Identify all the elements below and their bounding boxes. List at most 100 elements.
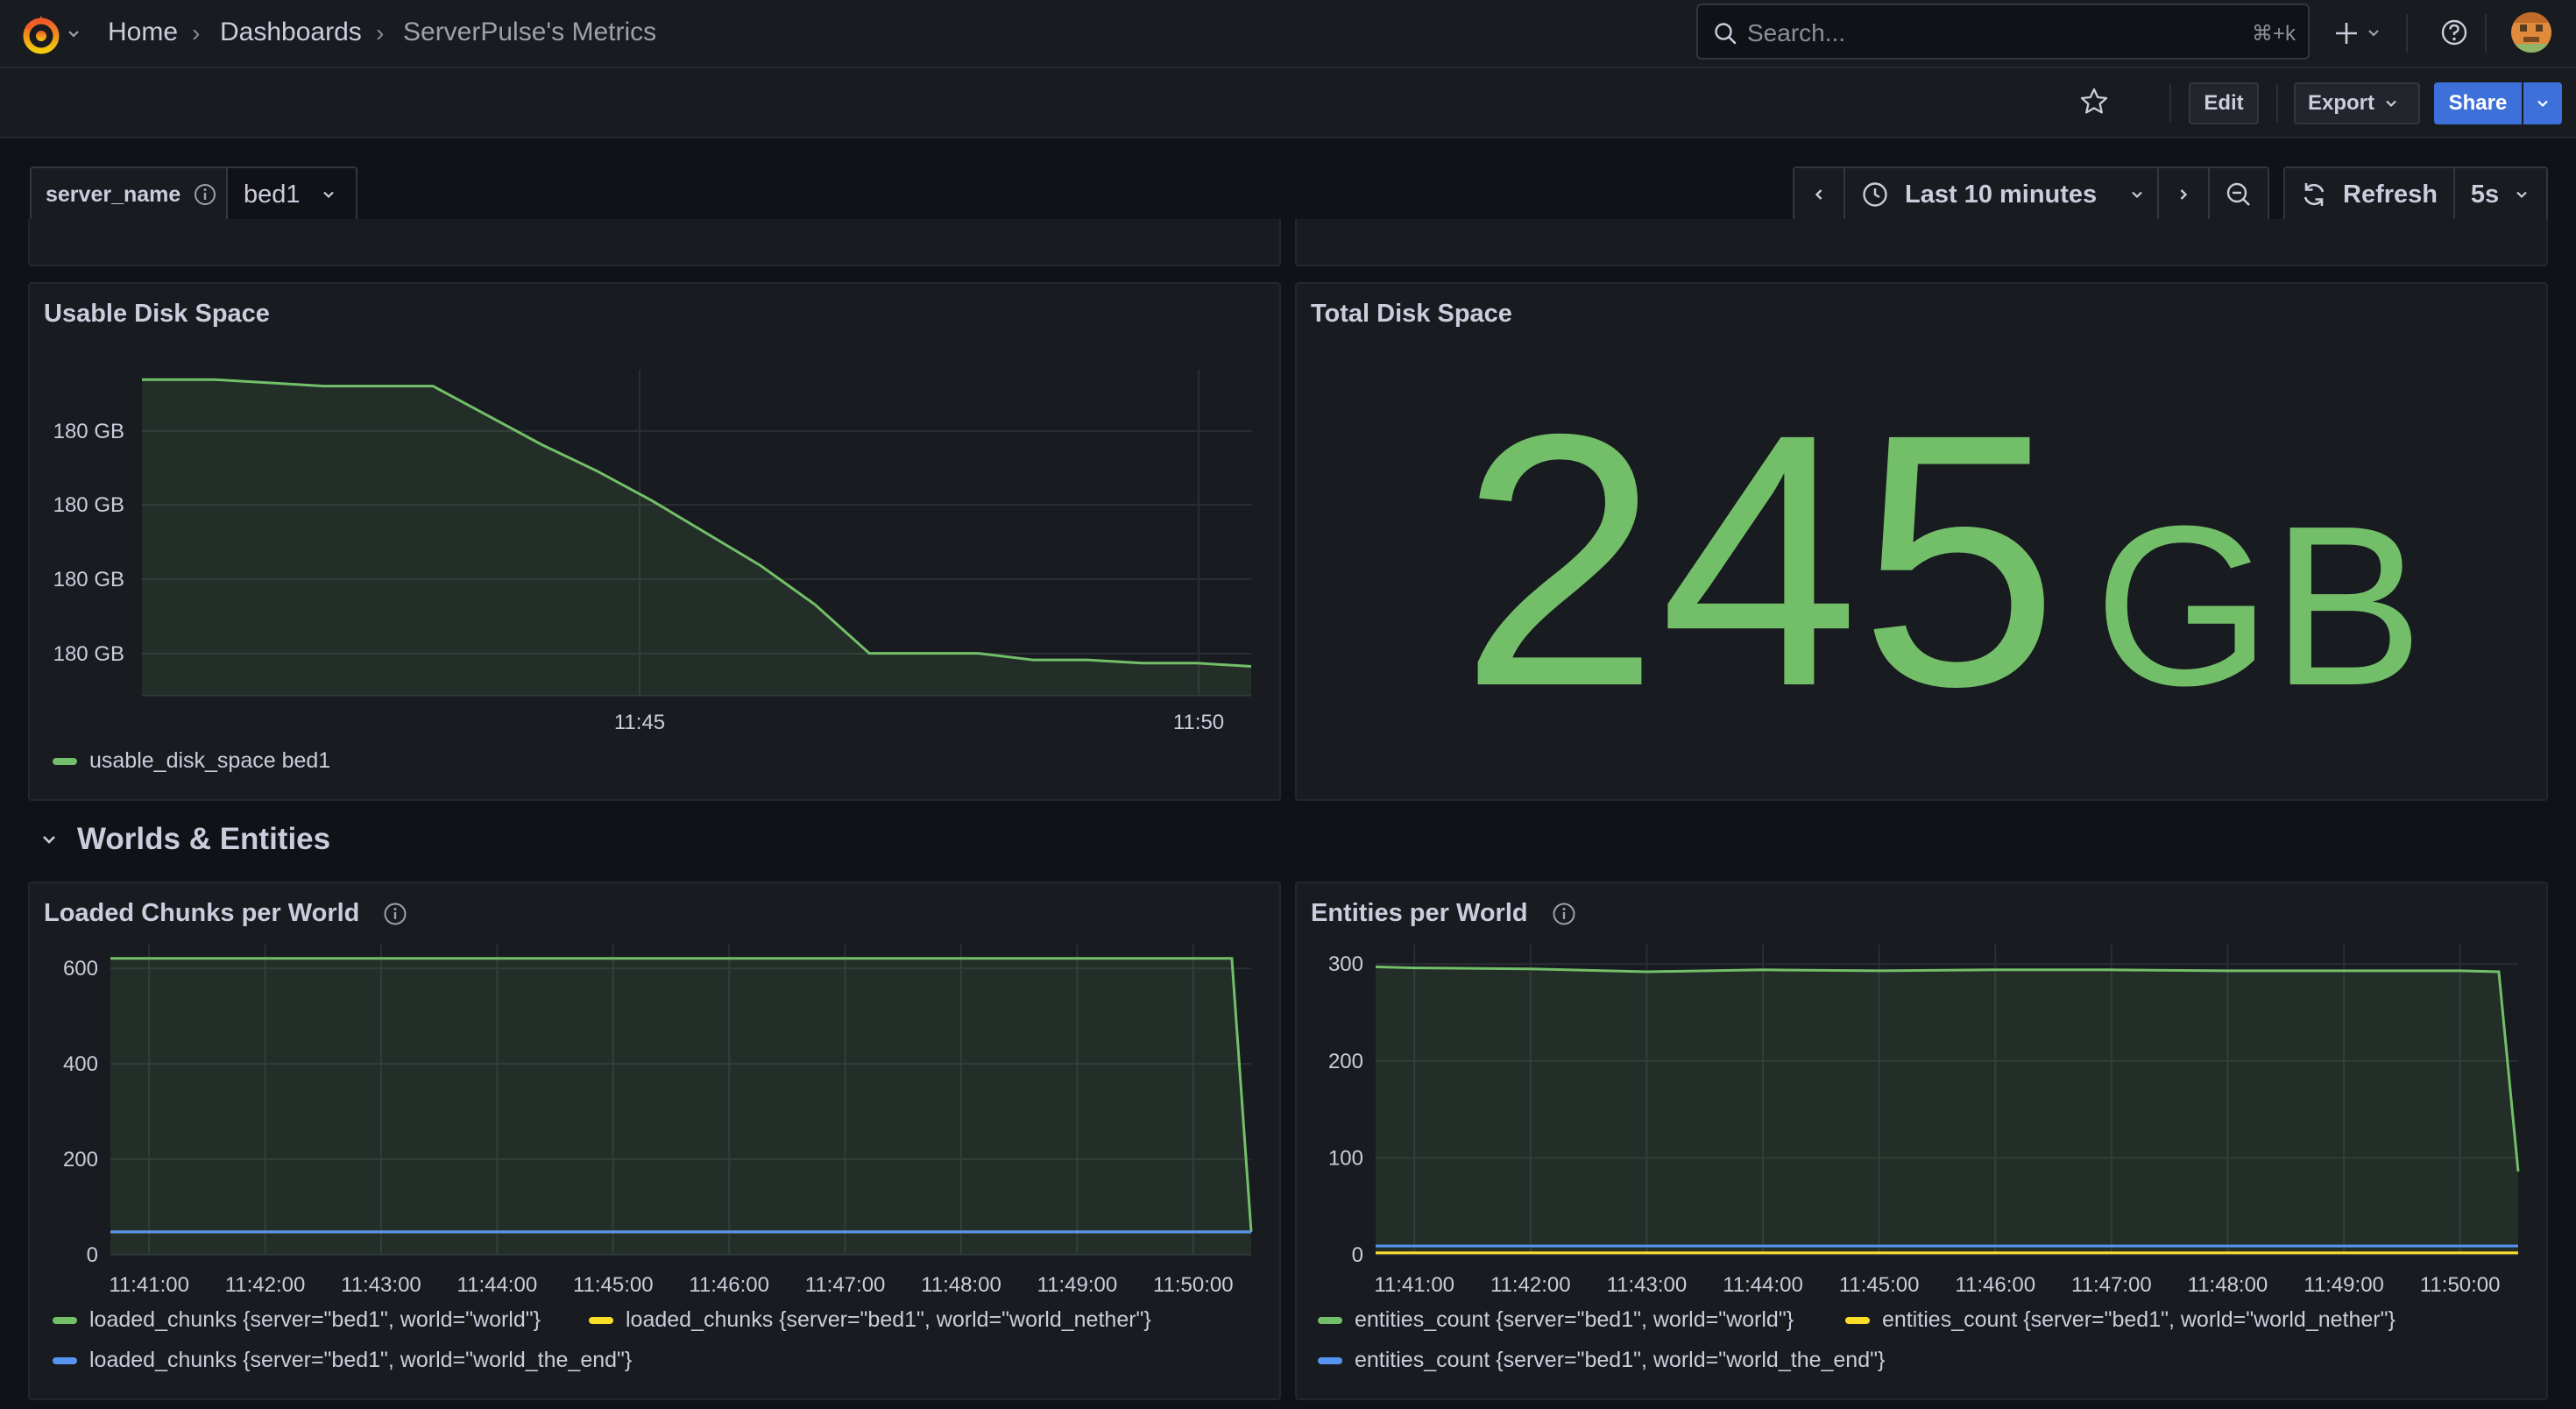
legend-item[interactable]: entities_count {server="bed1", world="wo… — [1318, 1348, 1885, 1373]
x-tick-label: 11:41:00 — [109, 1273, 189, 1297]
legend-swatch-green — [53, 1316, 77, 1324]
grafana-logo-icon[interactable] — [19, 12, 63, 56]
time-forward-button[interactable] — [2157, 166, 2210, 223]
share-options-button[interactable] — [2523, 82, 2562, 124]
search-icon — [1712, 20, 1738, 46]
entities-chart[interactable]: 0 100 200 300 11:41:00 11:42:00 11:43:00 11:44:… — [1297, 883, 2546, 1398]
x-tick-label: 11:49:00 — [2304, 1273, 2384, 1297]
x-tick-label: 11:45:00 — [1839, 1273, 1920, 1297]
refresh-icon — [2299, 180, 2329, 209]
user-avatar-icon[interactable] — [2511, 12, 2551, 53]
breadcrumb-dashboards[interactable]: Dashboards — [220, 18, 362, 46]
top-nav: Home › Dashboards › ServerPulse's Metric… — [0, 0, 2576, 68]
info-icon[interactable] — [1551, 901, 1577, 927]
row-title: Worlds & Entities — [77, 822, 331, 856]
legend-item[interactable]: loaded_chunks {server="bed1", world="wor… — [589, 1307, 1151, 1333]
x-tick-label: 11:49:00 — [1037, 1273, 1118, 1297]
panel-title: Loaded Chunks per World — [44, 899, 360, 927]
breadcrumb-separator-icon: › — [192, 19, 201, 46]
usable-disk-area — [142, 379, 1251, 696]
series-line — [1375, 965, 2520, 1172]
info-icon[interactable] — [382, 901, 408, 927]
y-tick-label: 200 — [63, 1148, 98, 1172]
panel-entities-per-world[interactable]: Entities per World 0 100 200 300 11:41:00 11:… — [1295, 882, 2548, 1400]
x-tick-label: 11:46:00 — [689, 1273, 769, 1297]
loaded-chunks-chart[interactable]: 0 200 400 600 11:41:00 11:42:00 11:43:00 11:44:… — [30, 883, 1279, 1398]
legend-label: entities_count {server="bed1", world="wo… — [1355, 1307, 1794, 1332]
nav-divider — [2406, 14, 2408, 53]
share-button[interactable]: Share — [2434, 82, 2522, 124]
chevron-down-icon — [39, 829, 60, 850]
x-tick-label: 11:44:00 — [457, 1273, 538, 1297]
variable-select[interactable]: bed1 — [226, 166, 357, 223]
x-tick-label: 11:50:00 — [1153, 1273, 1234, 1297]
panel-loaded-chunks[interactable]: Loaded Chunks per World 0 200 400 600 11:41:… — [28, 882, 1281, 1400]
help-icon[interactable] — [2439, 18, 2469, 47]
time-range-label: Last 10 minutes — [1905, 180, 2098, 209]
legend-swatch-blue — [53, 1356, 77, 1364]
y-tick-label: 200 — [1328, 1050, 1363, 1073]
x-tick-label: 11:47:00 — [2071, 1273, 2152, 1297]
legend-swatch-green — [1318, 1316, 1342, 1324]
star-icon[interactable] — [2078, 86, 2110, 117]
refresh-interval-value: 5s — [2470, 180, 2500, 209]
time-back-button[interactable] — [1793, 166, 1845, 223]
x-tick-label: 11:42:00 — [225, 1273, 306, 1297]
legend-label: entities_count {server="bed1", world="wo… — [1355, 1348, 1886, 1372]
variable-value: bed1 — [244, 180, 301, 209]
edit-button[interactable]: Edit — [2189, 82, 2259, 124]
row-header-worlds-entities[interactable]: Worlds & Entities — [39, 822, 330, 857]
series-area — [110, 958, 1251, 1255]
x-tick-label: 11:46:00 — [1955, 1273, 2035, 1297]
breadcrumb-current: ServerPulse's Metrics — [403, 18, 657, 46]
legend-label: loaded_chunks {server="bed1", world="wor… — [89, 1348, 633, 1372]
panel-usable-disk-space[interactable]: Usable Disk Space 180 GB 180 GB 180 GB 180 … — [28, 282, 1281, 801]
refresh-button[interactable]: Refresh — [2283, 166, 2455, 223]
stat-value: 245 GB — [1460, 380, 2424, 740]
legend-item[interactable]: entities_count {server="bed1", world="wo… — [1318, 1307, 1794, 1333]
toolbar-divider — [2276, 84, 2278, 123]
legend-item[interactable]: usable_disk_space bed1 — [53, 748, 330, 774]
add-new-icon[interactable] — [2334, 19, 2383, 49]
panel-title: Usable Disk Space — [44, 300, 270, 328]
search-input[interactable]: Search... ⌘+k — [1696, 4, 2310, 60]
legend-item[interactable]: entities_count {server="bed1", world="wo… — [1845, 1307, 2396, 1333]
legend-item[interactable]: loaded_chunks {server="bed1", world="wor… — [53, 1307, 541, 1333]
chevron-left-icon — [1810, 186, 1828, 203]
x-tick-label: 11:41:00 — [1374, 1273, 1454, 1297]
chevron-down-icon — [2383, 96, 2399, 111]
chevron-down-icon[interactable] — [65, 25, 82, 43]
usable-disk-line — [142, 378, 1252, 668]
legend-item[interactable]: loaded_chunks {server="bed1", world="wor… — [53, 1348, 632, 1373]
stat-unit: GB — [2094, 479, 2424, 733]
usable-disk-chart[interactable]: 180 GB 180 GB 180 GB 180 GB 11:45 11:50 — [30, 284, 1279, 799]
x-tick-label: 11:47:00 — [805, 1273, 886, 1297]
grid — [110, 945, 1251, 1256]
panel-title: Entities per World — [1311, 899, 1528, 927]
refresh-interval-select[interactable]: 5s — [2453, 166, 2548, 223]
breadcrumb-home[interactable]: Home — [108, 18, 179, 46]
refresh-label: Refresh — [2343, 180, 2438, 209]
legend-swatch-yellow — [589, 1316, 613, 1324]
x-tick-label: 11:48:00 — [2188, 1273, 2268, 1297]
info-icon[interactable] — [193, 182, 217, 207]
stat-number: 245 — [1460, 359, 2060, 761]
export-button[interactable]: Export — [2294, 82, 2420, 124]
time-range-picker[interactable]: Last 10 minutes — [1844, 166, 2159, 223]
x-tick-label: 11:45 — [614, 711, 665, 734]
chevron-down-icon — [2535, 96, 2551, 111]
x-tick-label: 11:43:00 — [341, 1273, 421, 1297]
y-tick-label: 180 GB — [53, 568, 124, 591]
panel-total-disk-space[interactable]: Total Disk Space 245 GB — [1295, 282, 2548, 801]
x-tick-label: 11:43:00 — [1607, 1273, 1688, 1297]
zoom-out-button[interactable] — [2208, 166, 2269, 223]
series-line — [110, 957, 1253, 1233]
chevron-right-icon — [2175, 186, 2192, 203]
legend-swatch-green — [53, 757, 77, 765]
panel-title: Total Disk Space — [1311, 300, 1512, 328]
breadcrumb-separator-icon: › — [376, 19, 385, 46]
toolbar-divider — [2169, 84, 2171, 123]
nav-divider — [2485, 14, 2487, 53]
legend-label: loaded_chunks {server="bed1", world="wor… — [89, 1307, 541, 1332]
chevron-down-icon — [2513, 186, 2530, 203]
